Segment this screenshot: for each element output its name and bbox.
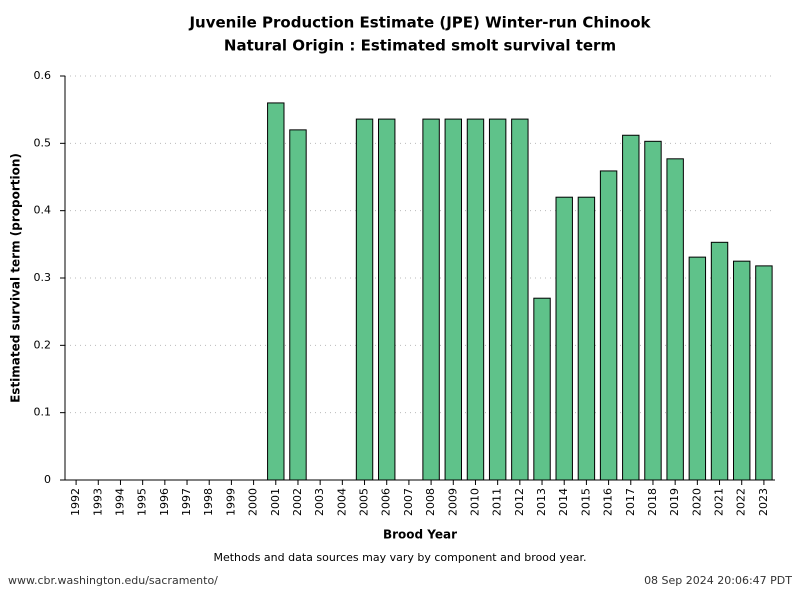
x-tick-label: 2015 (579, 488, 592, 516)
bar (644, 140, 662, 481)
x-tick-label: 2021 (713, 488, 726, 516)
bar (466, 118, 485, 481)
x-tick-label: 2014 (557, 488, 570, 516)
x-tick-label: 2020 (690, 488, 703, 516)
bar (733, 260, 751, 481)
chart-subtitle: Natural Origin : Estimated smolt surviva… (224, 37, 616, 55)
bar (755, 265, 773, 481)
timestamp: 08 Sep 2024 20:06:47 PDT (644, 574, 792, 587)
y-tick-label: 0.4 (34, 204, 52, 217)
bar (599, 170, 618, 481)
bar (422, 118, 440, 481)
bar (555, 196, 573, 481)
x-tick-label: 1995 (136, 488, 149, 516)
y-axis-title: Estimated survival term (proportion) (9, 153, 23, 403)
bar (622, 134, 640, 481)
x-tick-label: 1999 (224, 488, 237, 516)
bar (444, 118, 462, 481)
y-tick-label: 0.6 (34, 69, 52, 82)
x-tick-label: 2017 (624, 488, 637, 516)
x-tick-label: 2004 (335, 488, 348, 516)
x-tick-label: 1992 (69, 488, 82, 516)
note: Methods and data sources may vary by com… (213, 551, 586, 564)
x-tick-label: 2005 (358, 488, 371, 516)
x-tick-label: 1996 (158, 488, 171, 516)
bar (289, 129, 307, 481)
source: www.cbr.washington.edu/sacramento/ (8, 574, 218, 587)
bar (378, 118, 396, 481)
bar (710, 241, 729, 481)
bar (533, 297, 551, 481)
x-tick-label: 2018 (646, 488, 659, 516)
x-tick-label: 2010 (468, 488, 481, 516)
y-tick-label: 0.1 (34, 406, 52, 419)
x-tick-label: 2012 (513, 488, 526, 516)
x-tick-label: 2019 (668, 488, 681, 516)
x-tick-label: 2000 (247, 488, 260, 516)
x-tick-label: 2016 (602, 488, 615, 516)
x-tick-label: 2022 (735, 488, 748, 516)
x-tick-label: 2007 (402, 488, 415, 516)
x-tick-label: 2003 (313, 488, 326, 516)
bar (355, 118, 374, 481)
bar (511, 118, 529, 481)
y-tick-label: 0.5 (34, 136, 52, 149)
y-tick-label: 0.3 (34, 271, 52, 284)
x-tick-label: 2001 (269, 488, 282, 516)
bar (267, 102, 285, 481)
bar (666, 158, 684, 481)
x-tick-label: 2006 (380, 488, 393, 516)
bar (488, 118, 507, 481)
x-tick-label: 1998 (202, 488, 215, 516)
x-tick-label: 2013 (535, 488, 548, 516)
x-axis-title: Brood Year (383, 528, 457, 542)
x-tick-label: 2023 (757, 488, 770, 516)
x-tick-label: 2008 (424, 488, 437, 516)
y-tick-label: 0 (44, 473, 51, 486)
chart-title: Juvenile Production Estimate (JPE) Winte… (188, 14, 651, 32)
x-tick-label: 1993 (91, 488, 104, 516)
y-tick-label: 0.2 (34, 338, 52, 351)
x-tick-label: 1994 (113, 488, 126, 516)
x-tick-label: 2009 (446, 488, 459, 516)
x-tick-label: 1997 (180, 488, 193, 516)
x-tick-label: 2011 (491, 488, 504, 516)
bar (577, 196, 596, 481)
bar (688, 256, 707, 481)
x-tick-label: 2002 (291, 488, 304, 516)
